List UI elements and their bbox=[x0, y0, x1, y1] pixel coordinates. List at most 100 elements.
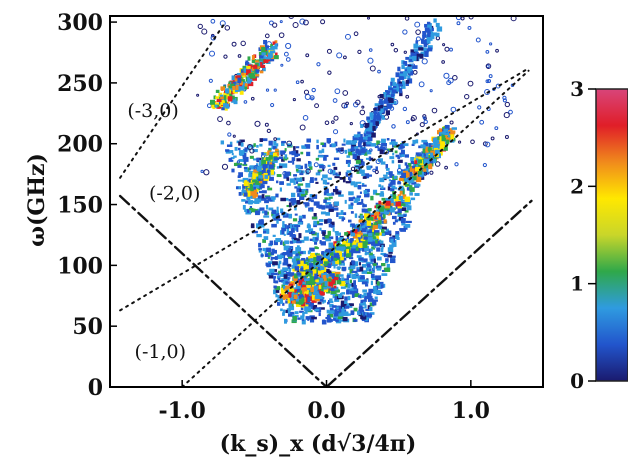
heat-cell bbox=[266, 272, 270, 275]
heat-cell bbox=[244, 200, 250, 204]
heat-cell bbox=[387, 247, 394, 252]
heat-cell bbox=[412, 176, 417, 181]
heat-cell bbox=[288, 202, 292, 208]
heat-cell bbox=[361, 182, 365, 187]
heat-cell bbox=[333, 285, 337, 289]
heat-speck bbox=[418, 81, 425, 88]
heat-cell bbox=[307, 270, 313, 275]
heat-speck bbox=[232, 134, 236, 138]
heat-cell bbox=[322, 231, 326, 236]
heat-cell bbox=[381, 273, 388, 276]
heat-cell bbox=[268, 155, 273, 160]
heat-cell bbox=[365, 132, 369, 138]
heat-cell bbox=[253, 169, 259, 173]
heat-cell bbox=[332, 293, 338, 299]
heat-cell bbox=[261, 159, 266, 166]
heat-cell bbox=[370, 229, 375, 233]
heat-speck bbox=[504, 101, 511, 108]
heat-cell bbox=[235, 162, 239, 165]
heat-cell bbox=[255, 184, 260, 189]
heat-cell bbox=[304, 293, 308, 299]
heat-cell bbox=[311, 194, 318, 199]
heat-cell bbox=[407, 78, 413, 84]
heat-cell bbox=[375, 222, 380, 228]
heat-cell bbox=[342, 212, 347, 216]
heat-cell bbox=[240, 69, 245, 75]
heat-cell bbox=[300, 267, 304, 272]
heat-cell bbox=[272, 261, 278, 266]
heat-cell bbox=[381, 233, 385, 237]
heat-cell bbox=[349, 303, 354, 307]
heat-cell bbox=[250, 76, 255, 81]
heat-cell bbox=[308, 207, 314, 212]
heat-cell bbox=[294, 238, 300, 241]
heat-speck bbox=[449, 120, 454, 125]
heat-cell bbox=[335, 319, 339, 322]
heat-cell bbox=[306, 224, 311, 229]
heat-cell bbox=[380, 284, 384, 289]
heat-cell bbox=[271, 276, 277, 279]
heat-cell bbox=[263, 215, 270, 218]
heat-cell bbox=[357, 133, 361, 138]
heat-cell bbox=[403, 225, 408, 230]
heat-cell bbox=[360, 123, 364, 128]
heat-cell bbox=[297, 221, 303, 225]
heat-cell bbox=[273, 269, 278, 272]
heat-cell bbox=[367, 237, 373, 242]
heat-cell bbox=[216, 106, 220, 109]
heat-cell bbox=[346, 155, 351, 158]
heat-speck bbox=[201, 28, 208, 35]
heat-cell bbox=[312, 304, 318, 310]
heat-cell bbox=[215, 96, 220, 99]
heat-speck bbox=[349, 122, 353, 126]
heat-cell bbox=[341, 277, 345, 282]
heat-cell bbox=[283, 257, 289, 263]
heat-cell bbox=[415, 166, 421, 171]
heat-cell bbox=[229, 141, 233, 145]
heat-cell bbox=[364, 193, 370, 197]
heat-cell bbox=[249, 189, 255, 194]
heat-cell bbox=[265, 156, 269, 161]
heat-cell bbox=[340, 300, 345, 306]
heat-cell bbox=[288, 269, 291, 273]
heat-speck bbox=[278, 32, 285, 38]
x-tick-label: 1.0 bbox=[452, 398, 490, 424]
heat-cell bbox=[370, 260, 373, 265]
heat-cell bbox=[304, 278, 309, 282]
heat-cell bbox=[366, 116, 371, 121]
heat-cell bbox=[286, 177, 290, 181]
heat-cell bbox=[294, 289, 298, 294]
heat-cell bbox=[282, 309, 286, 314]
heat-speck bbox=[482, 162, 487, 168]
heat-cell bbox=[400, 214, 407, 218]
heat-cell bbox=[358, 150, 362, 156]
heat-cell bbox=[288, 303, 293, 307]
heat-cell bbox=[253, 143, 256, 147]
heat-cell bbox=[381, 116, 385, 120]
heat-cell bbox=[361, 198, 364, 204]
heat-speck bbox=[429, 170, 434, 175]
heat-cell bbox=[331, 143, 336, 148]
heat-cell bbox=[271, 46, 275, 51]
heat-cell bbox=[299, 170, 304, 174]
heat-cell bbox=[344, 238, 349, 243]
heat-cell bbox=[223, 103, 228, 108]
heat-cell bbox=[335, 249, 341, 253]
heat-cell bbox=[346, 275, 349, 279]
heat-speck bbox=[209, 50, 216, 57]
heat-cell bbox=[333, 250, 337, 256]
heat-cell bbox=[314, 239, 318, 245]
heat-cell bbox=[239, 86, 245, 91]
heat-cell bbox=[247, 144, 253, 148]
heat-cell bbox=[411, 143, 415, 146]
heat-speck bbox=[375, 159, 381, 165]
heat-cell bbox=[301, 287, 304, 291]
heat-cell bbox=[242, 156, 249, 162]
heat-cell bbox=[259, 143, 263, 147]
heat-cell bbox=[322, 283, 326, 289]
heat-cell bbox=[237, 163, 243, 166]
heat-cell bbox=[401, 172, 407, 178]
heat-cell bbox=[397, 180, 401, 184]
heat-cell bbox=[259, 55, 264, 59]
heat-cell bbox=[232, 85, 236, 90]
